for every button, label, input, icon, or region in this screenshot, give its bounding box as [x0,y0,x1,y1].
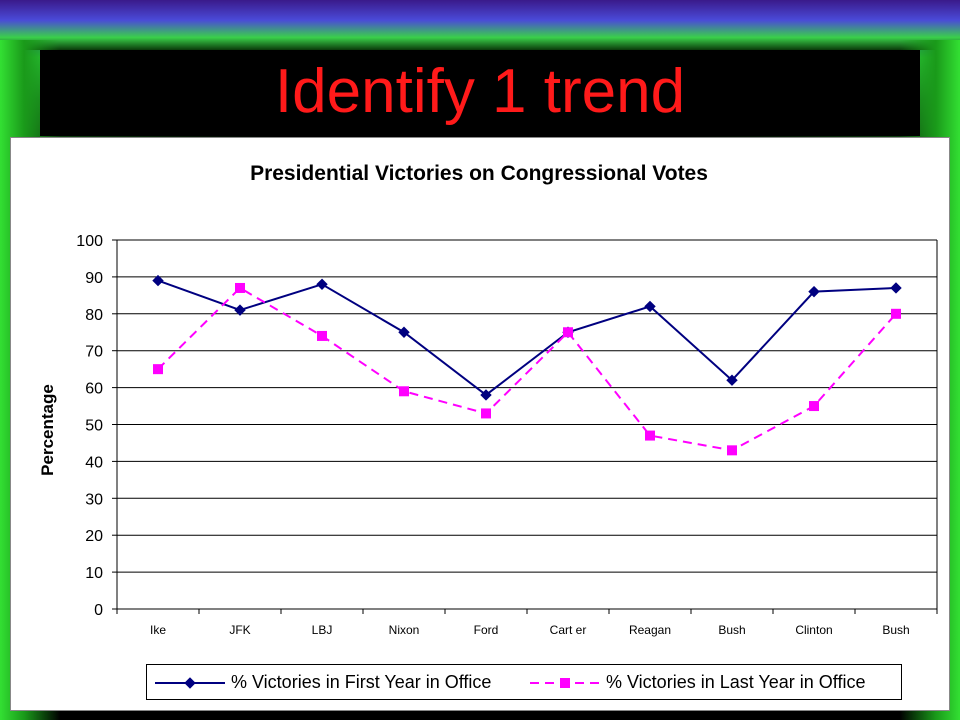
data-point-square [563,327,573,338]
y-tick-label: 70 [85,344,103,361]
x-tick-label: Nixon [389,623,420,637]
series-layer [152,274,902,456]
data-point-diamond [152,274,164,287]
legend: % Victories in First Year in Office % Vi… [146,664,902,700]
y-tick-label: 0 [94,602,103,619]
series-line [157,286,897,452]
y-tick-label: 80 [85,307,103,324]
x-tick-label: Ford [474,623,499,637]
x-tick-label: Reagan [629,623,671,637]
data-point-square [727,445,737,456]
data-point-square [481,408,491,419]
y-tick-label: 10 [85,565,103,582]
y-tick-label: 30 [85,491,103,508]
data-point-diamond [398,326,410,338]
chart-title: Presidential Victories on Congressional … [250,162,708,185]
series-line [157,279,897,397]
data-point-square [235,282,245,293]
data-point-diamond [726,374,738,386]
data-point-square [399,386,409,397]
data-point-diamond [316,278,328,290]
data-point-square [809,401,819,412]
title-bar [40,50,920,136]
data-point-diamond [808,285,820,298]
x-tick-label: JFK [229,623,250,637]
y-tick-label: 90 [85,270,103,287]
legend-label-series-2: % Victories in Last Year in Office [606,672,866,692]
x-tick-label: Cart er [550,623,587,637]
y-tick-label: 20 [85,528,103,545]
y-tick-label: 40 [85,454,103,471]
data-point-diamond [480,389,492,401]
data-point-square [317,330,327,341]
y-axis-label: Percentage [38,384,57,476]
y-tick-label: 60 [85,381,103,398]
slide-title: Identify 1 trend [274,57,686,126]
axes: 0 10 20 30 40 50 60 70 80 90 100 Ike JFK LBJ Nixon Ford… [76,233,938,637]
x-tick-label: Clinton [795,623,832,637]
data-point-diamond [234,304,246,316]
x-tick-label: Bush [718,623,745,637]
data-point-diamond [890,282,902,294]
legend-marker-diamond [184,677,196,689]
data-point-square [891,308,901,319]
data-point-square [645,430,655,441]
legend-marker-square [560,678,570,688]
data-point-diamond [644,300,656,313]
y-tick-label: 50 [85,418,103,435]
x-tick-label: LBJ [312,623,333,637]
top-gradient-band [0,0,960,50]
x-tick-label: Bush [882,623,909,637]
legend-label-series-1: % Victories in First Year in Office [231,672,492,692]
y-tick-label: 100 [76,233,103,250]
x-tick-label: Ike [150,623,166,637]
legend-swatches [155,677,600,689]
data-point-square [153,364,163,375]
